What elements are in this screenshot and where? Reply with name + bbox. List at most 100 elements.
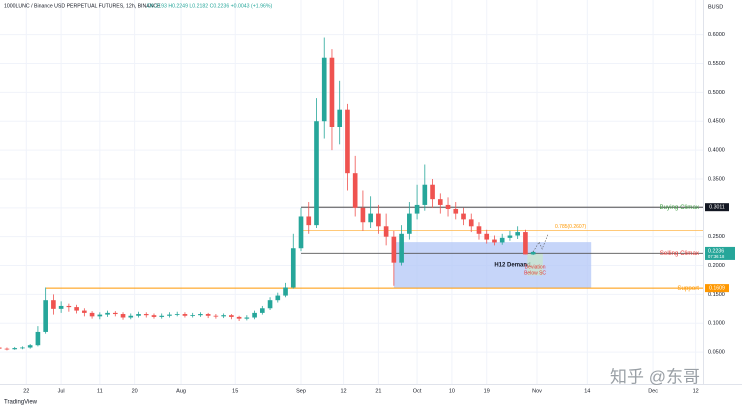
price-tag-countdown: 07:36:18 <box>708 254 725 259</box>
candle-body <box>314 121 319 226</box>
candle-body <box>35 331 41 346</box>
candle-body <box>105 312 110 315</box>
candle-body <box>259 308 265 313</box>
y-tick-label: 0.1000 <box>708 321 725 327</box>
x-tick-label: 19 <box>484 388 490 394</box>
candle-body <box>159 315 165 317</box>
y-tick-label: 0.2000 <box>708 263 725 269</box>
candle-body <box>213 315 219 317</box>
price-tag-value: 0.2236 <box>708 248 724 254</box>
candle-body <box>143 314 149 316</box>
candle-body <box>182 314 188 316</box>
x-tick-label: 11 <box>97 388 103 394</box>
level-tag <box>705 284 729 293</box>
candle-body <box>329 57 335 127</box>
candle-body <box>337 109 343 127</box>
candle-body <box>368 213 373 223</box>
y-tick-label: 0.5000 <box>708 90 725 96</box>
zone-label: Deviation Below SC <box>524 265 546 277</box>
candle-body <box>376 213 381 227</box>
candle-body <box>484 233 490 240</box>
candle-body <box>461 213 466 220</box>
candle-body <box>252 312 257 318</box>
candle-body <box>4 348 10 350</box>
level-tag-value: 0.1609 <box>709 285 725 291</box>
candle-body <box>112 312 118 315</box>
candle-body <box>352 173 358 208</box>
level-label: Support <box>677 285 699 292</box>
x-tick-label: 22 <box>23 388 29 394</box>
candle-body <box>383 226 389 237</box>
watermark: 知乎 @东哥 <box>610 367 700 386</box>
candle-body <box>275 295 281 301</box>
ohlc-header: O0.2193 H0.2249 L0.2182 C0.2236 +0.0043 … <box>147 3 272 9</box>
y-tick-label: 0.2500 <box>708 234 725 240</box>
candle-body <box>128 315 134 318</box>
candle-body <box>0 347 2 349</box>
x-tick-label: Oct <box>413 388 422 394</box>
candle-body <box>97 314 103 317</box>
candle-body <box>523 232 528 255</box>
candle-body <box>306 216 312 226</box>
candle-body <box>120 314 126 318</box>
candle-body <box>476 226 482 234</box>
level-label: Selling Climax <box>660 250 700 257</box>
zone <box>393 242 592 289</box>
zone <box>527 253 543 276</box>
levels: Buying Climax Selling Climax Support 0.785(… <box>45 204 703 292</box>
candle-body <box>43 300 48 332</box>
candle-body <box>391 236 397 263</box>
level-tag-value: 0.3011 <box>709 205 725 211</box>
candle-body <box>445 204 451 209</box>
price-tag <box>705 246 735 260</box>
logo: TradingView <box>4 400 38 406</box>
candle-body <box>89 312 95 317</box>
candle-body <box>530 251 536 255</box>
x-tick-label: 14 <box>584 388 590 394</box>
currency: BUSD <box>708 4 723 10</box>
x-tick-label: Dec <box>648 388 658 394</box>
candle-body <box>298 216 304 249</box>
candle-body <box>492 239 497 243</box>
candle-body <box>499 237 505 243</box>
candle-body <box>345 109 350 174</box>
y-tick-label: 0.4000 <box>708 148 725 154</box>
candle-body <box>290 248 296 288</box>
candle-body <box>283 287 288 296</box>
candle-body <box>58 305 64 309</box>
candle-body <box>151 315 157 317</box>
x-tick-label: 20 <box>132 388 138 394</box>
candle-body <box>453 208 459 214</box>
candle-body <box>136 314 141 316</box>
candle-body <box>27 345 33 348</box>
candle-body <box>414 204 420 214</box>
candle-body <box>407 213 412 234</box>
y-tick-label: 0.0500 <box>708 350 725 356</box>
axes: 0.05000.10000.15000.20000.25000.30000.35… <box>23 32 735 394</box>
candle-body <box>360 207 366 223</box>
candle-body <box>174 314 180 315</box>
candle-body <box>229 315 234 317</box>
zone-label: H12 Demand <box>494 263 531 269</box>
level-label: 0.785(0.2607) <box>555 224 586 230</box>
candle-body <box>430 184 435 200</box>
x-tick-label: 10 <box>449 388 455 394</box>
y-tick-label: 0.1500 <box>708 292 725 298</box>
candle-body <box>66 305 72 308</box>
candle-body <box>399 233 404 263</box>
projection-arrow <box>532 233 549 253</box>
candle-body <box>221 315 226 317</box>
candle-body <box>74 307 79 311</box>
candle-body <box>321 57 327 122</box>
y-tick-label: 0.6000 <box>708 32 725 38</box>
candle-body <box>437 199 443 205</box>
candle-body <box>167 314 172 316</box>
candle-body <box>51 300 56 309</box>
candle-body <box>20 347 25 349</box>
candle-body <box>468 219 474 227</box>
x-tick-label: Aug <box>176 388 186 394</box>
y-tick-label: 0.4500 <box>708 119 725 125</box>
candle-body <box>205 314 211 316</box>
